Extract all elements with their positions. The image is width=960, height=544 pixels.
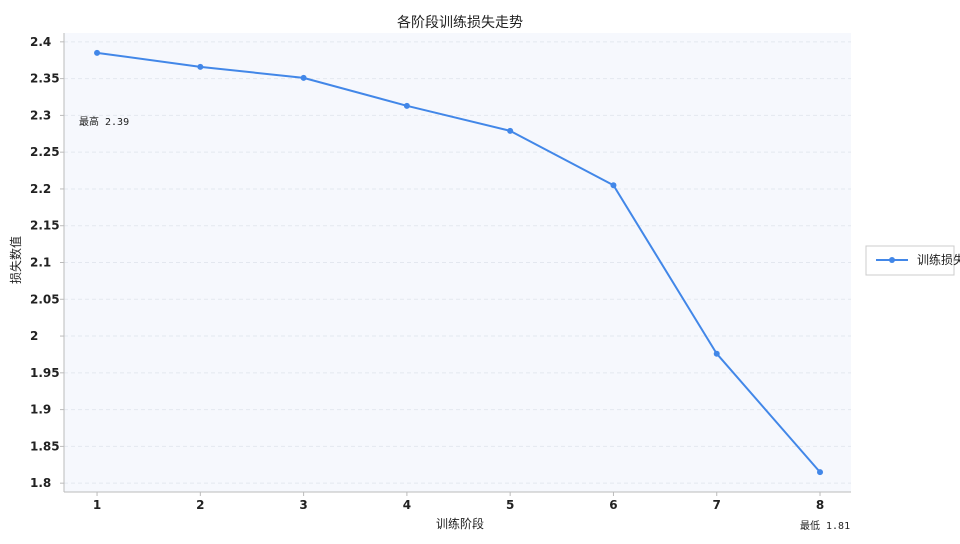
x-tick-label: 2 bbox=[196, 498, 204, 512]
y-tick-label: 2.1 bbox=[30, 256, 51, 270]
legend[interactable]: 训练损失 bbox=[865, 245, 960, 276]
data-point bbox=[817, 469, 824, 476]
x-axis-label: 训练阶段 bbox=[436, 516, 484, 531]
x-tick-label: 6 bbox=[609, 498, 617, 512]
x-tick-label: 8 bbox=[816, 498, 824, 512]
y-tick-label: 2.05 bbox=[30, 292, 60, 306]
y-tick-label: 2.35 bbox=[30, 72, 60, 86]
axes bbox=[63, 33, 851, 496]
series-lines bbox=[96, 51, 821, 473]
y-tick-label: 2.25 bbox=[30, 145, 60, 159]
y-tick-label: 2.4 bbox=[30, 35, 51, 49]
data-point bbox=[94, 49, 101, 56]
y-tick-label: 1.9 bbox=[30, 403, 51, 417]
data-point bbox=[713, 350, 720, 357]
y-tick-labels: 1.8 1.85 1.9 1.95 2 2.05 2.1 2.15 2.2 2.25 2.3 2.35… bbox=[30, 35, 60, 490]
x-tick-label: 7 bbox=[713, 498, 721, 512]
grid-lines bbox=[60, 41, 851, 484]
data-point bbox=[197, 63, 204, 70]
y-axis-label: 损失数值 bbox=[8, 236, 23, 284]
series-line bbox=[96, 51, 821, 473]
min-annotation: 最低 1.81 bbox=[800, 519, 850, 532]
y-tick-label: 1.95 bbox=[30, 366, 60, 380]
x-tick-label: 1 bbox=[93, 498, 101, 512]
y-tick-label: 2.3 bbox=[30, 108, 51, 122]
data-point bbox=[403, 102, 410, 109]
x-tick-labels: 1 2 3 4 5 6 7 8 bbox=[93, 498, 824, 512]
max-annotation: 最高 2.39 bbox=[79, 115, 129, 128]
x-tick-label: 5 bbox=[506, 498, 514, 512]
y-tick-label: 2.15 bbox=[30, 219, 60, 233]
data-point bbox=[507, 127, 514, 134]
chart-title: 各阶段训练损失走势 bbox=[397, 15, 523, 31]
x-tick-label: 3 bbox=[299, 498, 307, 512]
legend-label: 训练损失 bbox=[917, 252, 960, 267]
y-tick-label: 1.8 bbox=[30, 476, 51, 490]
data-points bbox=[94, 49, 824, 476]
data-point bbox=[610, 182, 617, 189]
y-tick-label: 2 bbox=[30, 329, 38, 343]
y-tick-label: 2.2 bbox=[30, 182, 51, 196]
data-point bbox=[300, 74, 307, 81]
x-tick-label: 4 bbox=[403, 498, 411, 512]
legend-swatch-marker bbox=[889, 257, 895, 263]
y-tick-label: 1.85 bbox=[30, 439, 60, 453]
